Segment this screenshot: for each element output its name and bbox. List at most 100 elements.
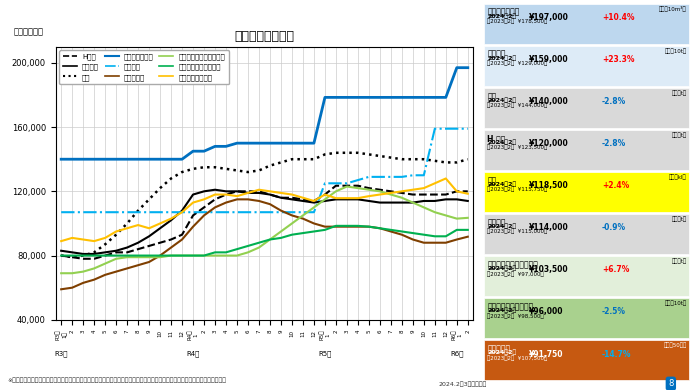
厚板 xyxy=(354,151,362,155)
ストレートアスファルト xyxy=(189,253,197,258)
H形鋼 xyxy=(68,255,77,259)
Text: （2023年2月  ¥178,500）: （2023年2月 ¥178,500） xyxy=(487,19,548,24)
Text: -2.8%: -2.8% xyxy=(602,139,626,148)
Line: セメント: セメント xyxy=(61,129,468,212)
ストレートアスファルト xyxy=(167,253,175,258)
セメント xyxy=(442,126,450,131)
Line: 生コンクリート: 生コンクリート xyxy=(61,68,468,159)
厚板 xyxy=(321,152,329,157)
型枠用合板 xyxy=(200,213,208,218)
生コンクリート xyxy=(112,157,120,161)
ストレートアスファルト xyxy=(101,261,109,266)
Text: セメント: セメント xyxy=(487,50,506,59)
軽油（ローリー） xyxy=(266,189,274,194)
生コンクリート xyxy=(287,141,296,145)
セメント xyxy=(156,210,164,215)
型枠用合板 xyxy=(397,232,406,237)
H形鋼 xyxy=(57,253,65,258)
異形棒鋼 xyxy=(244,191,252,195)
厚板 xyxy=(365,152,373,157)
生コンクリート xyxy=(68,157,77,161)
異形棒鋼 xyxy=(145,234,153,239)
生コンクリート xyxy=(244,141,252,145)
再生アスファルト合材 xyxy=(365,224,373,229)
H形鋼 xyxy=(365,186,373,190)
セメント xyxy=(420,173,428,177)
H形鋼 xyxy=(420,192,428,197)
生コンクリート xyxy=(342,95,351,100)
Text: 型枠用合板: 型枠用合板 xyxy=(487,344,510,353)
H形鋼 xyxy=(79,257,87,261)
軽油（ローリー） xyxy=(101,236,109,240)
生コンクリート xyxy=(452,66,461,70)
型枠用合板 xyxy=(233,197,242,202)
型枠用合板 xyxy=(178,237,187,242)
Text: R4年: R4年 xyxy=(187,350,200,357)
セメント xyxy=(452,126,461,131)
軽油（ローリー） xyxy=(387,191,395,195)
異形棒鋼 xyxy=(387,200,395,205)
生コンクリート xyxy=(233,141,242,145)
H形鋼 xyxy=(90,257,98,261)
厚板 xyxy=(222,167,230,171)
H形鋼 xyxy=(321,192,329,197)
セメント xyxy=(321,181,329,186)
厚板 xyxy=(299,157,307,161)
セメント xyxy=(178,210,187,215)
Line: 再生アスファルト合材: 再生アスファルト合材 xyxy=(61,226,468,255)
Text: 軽油: 軽油 xyxy=(487,176,496,185)
ストレートアスファルト xyxy=(266,237,274,242)
Text: H 形鋼: H 形鋼 xyxy=(487,134,505,143)
ストレートアスファルト xyxy=(299,213,307,218)
厚板 xyxy=(409,157,417,161)
Text: +2.4%: +2.4% xyxy=(602,181,629,190)
Text: ¥159,000: ¥159,000 xyxy=(529,55,569,64)
生コンクリート xyxy=(189,149,197,154)
異形棒鋼 xyxy=(233,189,242,194)
ストレートアスファルト xyxy=(452,216,461,221)
Text: 2024年2月: 2024年2月 xyxy=(487,349,516,355)
H形鋼 xyxy=(387,189,395,194)
Text: 生コンクリート: 生コンクリート xyxy=(487,8,520,17)
再生アスファルト合材 xyxy=(68,253,77,258)
再生アスファルト合材 xyxy=(354,223,362,228)
生コンクリート xyxy=(167,157,175,161)
セメント xyxy=(145,210,153,215)
ストレートアスファルト xyxy=(332,189,340,194)
Text: （円／t）: （円／t） xyxy=(672,216,687,222)
生コンクリート xyxy=(134,157,142,161)
再生アスファルト合材 xyxy=(255,240,263,245)
セメント xyxy=(397,175,406,179)
型枠用合板 xyxy=(167,245,175,250)
セメント xyxy=(101,210,109,215)
軽油（ローリー） xyxy=(112,229,120,234)
生コンクリート xyxy=(79,157,87,161)
型枠用合板 xyxy=(431,240,439,245)
Text: R6年: R6年 xyxy=(450,350,464,357)
型枠用合板 xyxy=(464,234,472,239)
異形棒鋼 xyxy=(167,218,175,223)
Text: 2024年2月: 2024年2月 xyxy=(487,13,516,19)
H形鋼 xyxy=(287,195,296,200)
ストレートアスファルト xyxy=(255,245,263,250)
Text: （円／10t）: （円／10t） xyxy=(665,300,687,306)
再生アスファルト合材 xyxy=(397,229,406,234)
Text: 2024年2月: 2024年2月 xyxy=(487,181,516,187)
ストレートアスファルト xyxy=(123,255,132,259)
厚板 xyxy=(79,253,87,258)
再生アスファルト合材 xyxy=(409,231,417,236)
ストレートアスファルト xyxy=(387,192,395,197)
異形棒鋼 xyxy=(365,199,373,203)
軽油（ローリー） xyxy=(90,239,98,243)
型枠用合板 xyxy=(354,224,362,229)
軽油（ローリー） xyxy=(442,176,450,181)
Text: ストレートアスファルト: ストレートアスファルト xyxy=(487,260,538,269)
ストレートアスファルト xyxy=(409,200,417,205)
異形棒鋼 xyxy=(354,197,362,202)
セメント xyxy=(277,210,285,215)
Text: （2023年2月  ¥107,500）: （2023年2月 ¥107,500） xyxy=(487,355,548,361)
軽油（ローリー） xyxy=(178,210,187,215)
厚板 xyxy=(200,165,208,170)
異形棒鋼 xyxy=(442,197,450,202)
厚板 xyxy=(332,151,340,155)
